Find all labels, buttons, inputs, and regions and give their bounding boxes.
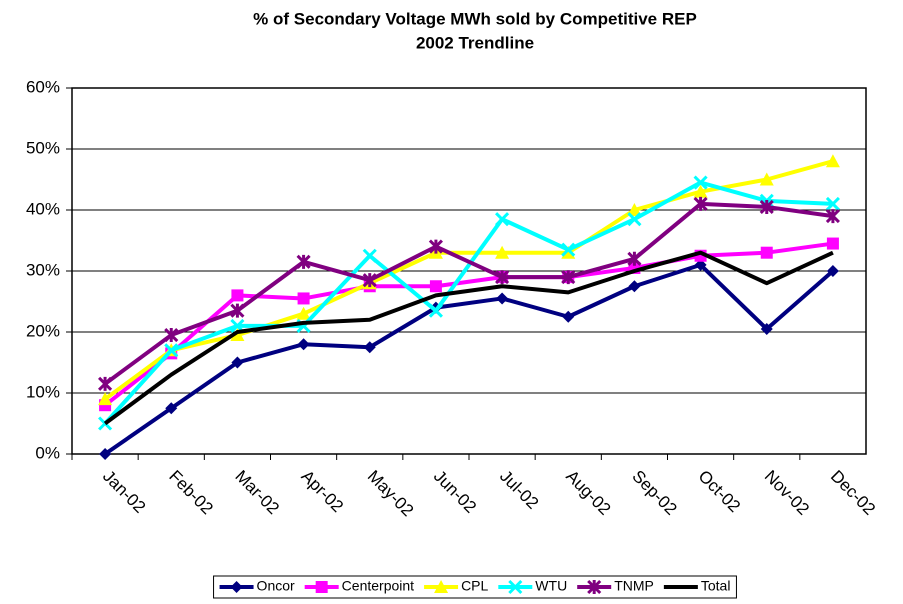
x-tick-label: Oct-02 [695, 467, 745, 517]
marker [561, 270, 576, 285]
legend-label: Centerpoint [342, 578, 414, 594]
y-tick-label: 60% [26, 77, 60, 96]
legend-item: TNMP [577, 578, 654, 595]
marker [693, 175, 708, 190]
series-line [103, 262, 835, 456]
marker [508, 579, 523, 595]
marker [587, 579, 602, 595]
legend-item: WTU [498, 578, 567, 595]
marker [627, 203, 642, 216]
marker [760, 246, 773, 259]
marker [296, 254, 311, 269]
marker [825, 196, 840, 211]
y-tick-label: 20% [26, 321, 60, 340]
marker [164, 327, 179, 343]
marker [495, 270, 510, 285]
marker [297, 292, 310, 305]
x-tick-label: Apr-02 [298, 467, 348, 517]
x-tick-label: Feb-02 [165, 467, 217, 519]
marker [98, 376, 113, 391]
marker [230, 328, 245, 342]
x-tick-label: May-02 [364, 467, 418, 521]
marker [562, 310, 575, 323]
legend-label: WTU [535, 578, 567, 594]
marker [428, 239, 443, 254]
x-tick-label: Aug-02 [562, 467, 614, 519]
marker [434, 580, 449, 593]
marker [760, 322, 773, 335]
marker [362, 248, 377, 263]
marker [826, 237, 839, 250]
series-line [103, 250, 834, 426]
marker [825, 209, 840, 224]
marker [496, 292, 509, 305]
y-tick-label: 10% [26, 382, 60, 401]
x-tick-label: Jan-02 [99, 467, 149, 517]
chart-title: % of Secondary Voltage MWh sold by Compe… [253, 9, 697, 28]
marker [561, 245, 576, 259]
marker [428, 303, 443, 318]
marker [495, 245, 510, 259]
legend-label: Total [701, 578, 731, 594]
marker [296, 306, 311, 320]
legend-label: Oncor [257, 578, 295, 594]
y-tick-label: 40% [26, 199, 60, 218]
marker [231, 289, 244, 302]
marker [99, 448, 112, 460]
legend-item: Oncor [219, 578, 295, 594]
marker [363, 341, 376, 354]
series-line [103, 201, 834, 386]
legend-label: CPL [461, 578, 488, 594]
marker [693, 184, 708, 198]
marker [495, 212, 510, 227]
marker [628, 280, 641, 293]
y-tick-label: 30% [26, 260, 60, 279]
marker [627, 251, 642, 266]
marker [825, 154, 840, 168]
marker [694, 258, 707, 271]
marker [693, 196, 708, 211]
marker [230, 303, 245, 318]
chart-subtitle: 2002 Trendline [416, 33, 534, 52]
marker [826, 265, 839, 277]
marker [230, 581, 243, 593]
marker [759, 199, 774, 215]
marker [98, 392, 113, 406]
series-line [103, 180, 834, 425]
x-tick-label: Dec-02 [827, 467, 879, 519]
legend-label: TNMP [614, 578, 654, 594]
y-tick-label: 50% [26, 138, 60, 157]
legend-item: Centerpoint [304, 578, 414, 594]
marker [561, 242, 576, 257]
x-tick-label: Jun-02 [430, 467, 480, 517]
legend-box [213, 575, 737, 599]
marker [429, 280, 442, 293]
marker [164, 343, 179, 358]
marker [315, 581, 328, 593]
marker [362, 273, 377, 288]
x-tick-label: Nov-02 [761, 467, 813, 519]
x-tick-label: Mar-02 [231, 467, 283, 519]
marker [759, 172, 774, 186]
legend-item: CPL [424, 578, 489, 594]
x-tick-label: Sep-02 [628, 467, 680, 519]
y-tick-label: 0% [35, 443, 60, 462]
series-line [103, 241, 834, 407]
marker [231, 356, 244, 369]
legend-item: Total [663, 578, 731, 594]
marker [297, 338, 310, 351]
legend: Oncor Centerpoint CPL WTU TNMP Total [213, 575, 737, 599]
marker [165, 402, 178, 415]
marker [627, 212, 642, 227]
x-tick-label: Jul-02 [496, 467, 542, 513]
